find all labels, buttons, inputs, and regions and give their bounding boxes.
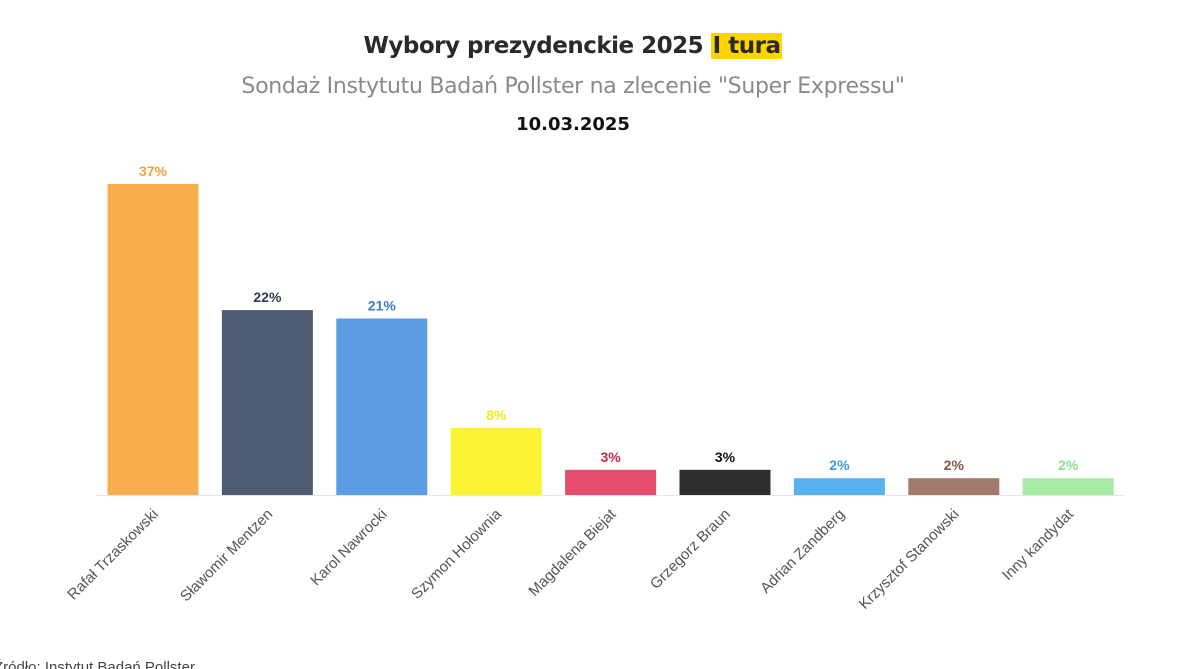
bar	[450, 427, 542, 495]
bar	[336, 318, 428, 495]
data-label: 8%	[486, 407, 507, 423]
bar	[1022, 478, 1114, 495]
chart-title-main: Wybory prezydenckie 2025	[363, 33, 704, 59]
source-note: Źródło: Instytut Badań Pollster	[0, 659, 195, 669]
bar	[565, 469, 657, 495]
category-tick-label: Inny kandydat	[999, 505, 1078, 584]
category-tick-label: Karol Nawrocki	[307, 506, 390, 589]
bar	[793, 478, 885, 495]
data-label: 37%	[139, 163, 168, 179]
bar	[908, 478, 1000, 495]
data-label: 21%	[368, 298, 397, 314]
data-label: 22%	[253, 289, 282, 305]
category-tick-label: Grzegorz Braun	[647, 506, 734, 593]
data-label: 2%	[1058, 457, 1079, 473]
chart-subtitle: Sondaż Instytutu Badań Pollster na zlece…	[241, 74, 905, 99]
category-tick-label: Rafał Trzaskowski	[64, 506, 161, 603]
bar	[679, 469, 771, 495]
category-tick-label: Sławomir Mentzen	[177, 506, 276, 605]
bar	[107, 184, 199, 495]
chart-date: 10.03.2025	[516, 114, 630, 135]
data-label: 3%	[600, 449, 621, 465]
chart-title: Wybory prezydenckie 2025 I tura	[0, 33, 1146, 59]
data-label: 2%	[829, 457, 850, 473]
data-label: 3%	[715, 449, 736, 465]
category-tick-label: Krzysztof Stanowski	[856, 506, 963, 613]
data-label: 2%	[944, 457, 965, 473]
category-tick-label: Adrian Zandberg	[757, 506, 848, 597]
category-tick-label: Magdalena Biejat	[525, 505, 620, 600]
category-tick-label: Szymon Hołownia	[408, 505, 505, 602]
chart-title-highlight: I tura	[710, 33, 783, 59]
bar	[221, 310, 313, 495]
